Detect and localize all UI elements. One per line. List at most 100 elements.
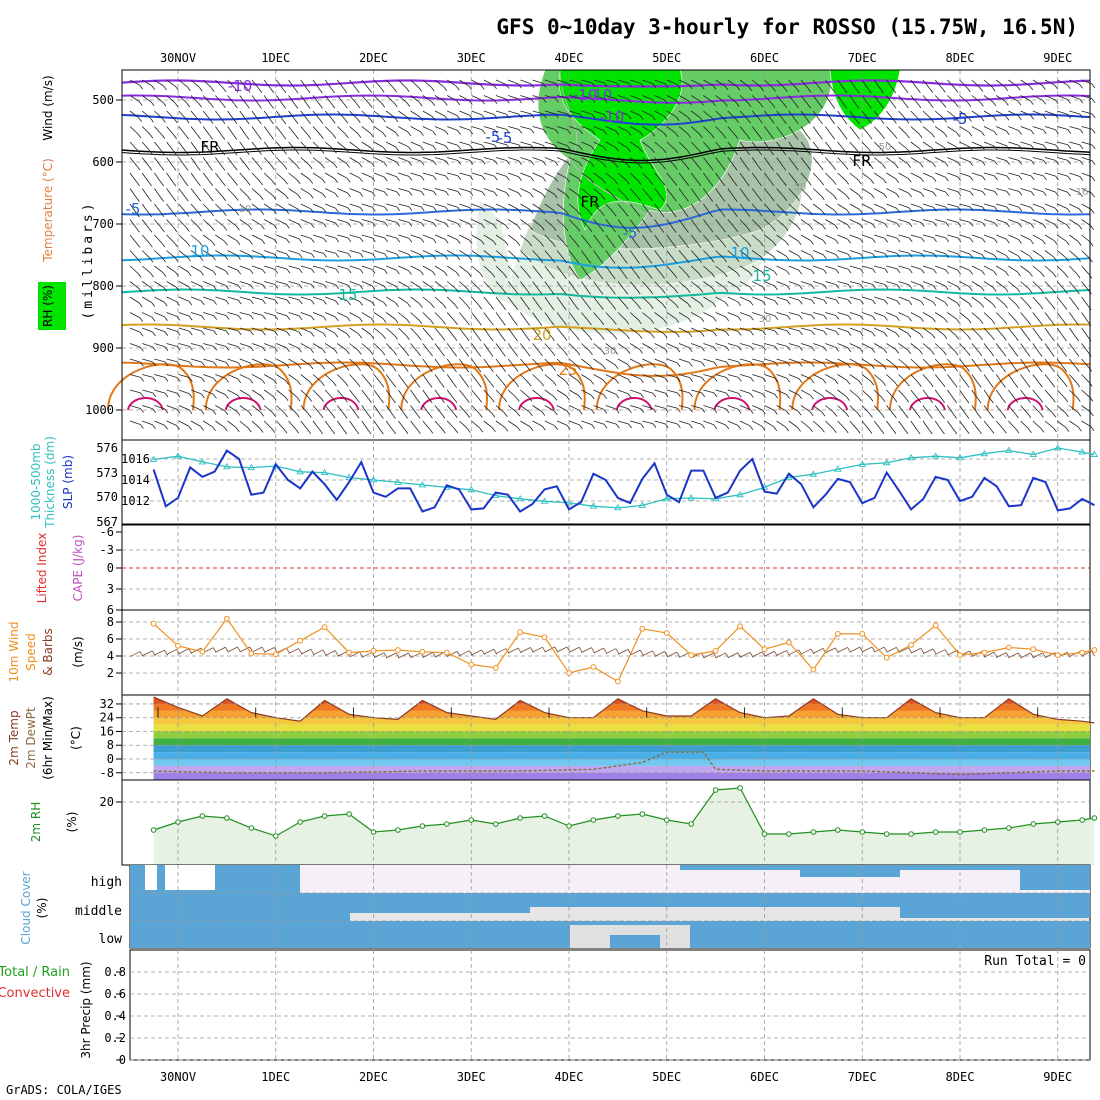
thickness-point — [711, 494, 720, 502]
ylabel-temp2m-unit: (°C) — [69, 726, 83, 750]
thickness-yticks: 576 573 570 567 — [96, 441, 118, 529]
thickness-point — [320, 468, 329, 476]
ytick-label: 8 — [107, 615, 114, 629]
temp2m-series — [153, 696, 1095, 724]
contour-label: -5 — [953, 110, 968, 128]
chart-title: GFS 0~10day 3-hourly for ROSSO (15.75W, … — [496, 15, 1078, 39]
wind-speed-point — [1091, 647, 1098, 653]
wind10m-barbs — [129, 646, 1095, 659]
ytick-label: 500 — [92, 93, 114, 107]
ytick-label: 800 — [92, 279, 114, 293]
thickness-point — [174, 452, 182, 459]
contour-label: 30 — [759, 314, 772, 325]
ylabel-cloud: Cloud Cover — [19, 871, 33, 944]
top-date-labels: 30NOV 1DEC 2DEC 3DEC 4DEC 5DEC 6DEC 7DEC 8DEC 9DE… — [160, 51, 1072, 65]
date-label-bottom: 4DEC — [555, 1070, 584, 1084]
contour-label: -5 — [126, 200, 141, 218]
ytick-label: 600 — [92, 155, 114, 169]
wind-speed-point — [199, 648, 206, 655]
wind-speed-point — [175, 642, 181, 649]
rh2m-point — [224, 815, 230, 821]
contour-label: FR — [852, 152, 871, 170]
footer-credit: GrADS: COLA/IGES — [6, 1083, 122, 1097]
ylabel-wind: Wind (m/s) — [41, 75, 55, 140]
wind-speed-point — [1006, 644, 1012, 651]
wind10m-panel: 8 6 4 2 10m Wind Speed & Barbs (m/s) — [7, 609, 1098, 696]
li-gridlines — [122, 525, 1090, 610]
thickness-point — [736, 490, 744, 498]
rh2m-point — [1030, 821, 1037, 827]
contour-label: -5 — [498, 129, 513, 147]
rh-gridlines — [122, 780, 1090, 865]
ylabel-wind10m-3: & Barbs — [41, 628, 55, 676]
rh2m-point — [664, 817, 670, 823]
contour-label: FR — [200, 138, 219, 156]
thickness-point — [882, 458, 891, 466]
ytick-label: 0 — [107, 752, 114, 766]
thickness-point — [614, 503, 622, 511]
wind-speed-point — [639, 625, 646, 632]
ylabel-lifted-index: Lifted Index — [35, 533, 49, 604]
rh2m-point — [419, 823, 426, 829]
ylabel-thickness: Thickness (dm) — [43, 436, 57, 529]
contour-label: -10 — [588, 86, 613, 104]
thickness-point — [1029, 450, 1038, 458]
rh-legend-swatch — [38, 282, 66, 330]
slp-thickness-panel: 576 573 570 567 1016 1014 1012 1000-500mb Thi… — [29, 436, 1099, 529]
ylabel-cloud-unit: (%) — [35, 898, 49, 919]
thickness-point — [809, 470, 818, 477]
ytick-label: 32 — [100, 697, 114, 711]
ylabel-millibars: (millibars) — [81, 200, 96, 319]
rh2m-series — [153, 787, 1095, 837]
thickness-point — [394, 478, 402, 485]
cloud-level-high: high — [91, 875, 122, 890]
wind-speed-point — [663, 630, 670, 636]
thickness-point — [418, 481, 427, 488]
ylabel-temp2m-2: 2m DewPt — [24, 707, 38, 769]
ylabel-wind10m-1: 10m Wind — [7, 622, 21, 683]
wind-speed-point — [1030, 646, 1037, 653]
thickness-point — [589, 502, 598, 509]
wind-speed-point — [468, 661, 475, 668]
thickness-tick: 567 — [96, 515, 118, 529]
wind-speed-point — [932, 622, 939, 629]
wind-speed-point — [541, 634, 548, 641]
ytick-label: 0.6 — [104, 987, 126, 1001]
cloud-level-low: low — [99, 932, 123, 947]
thickness-point — [247, 463, 256, 471]
date-label-top: 3DEC — [457, 51, 486, 65]
ytick-label: 3 — [107, 582, 114, 596]
ytick-label: -6 — [100, 525, 114, 539]
rh-yticks: 20 — [100, 795, 122, 809]
rh2m-point — [639, 811, 646, 817]
rh2m-point — [346, 811, 352, 817]
contour-label: 15 — [752, 267, 771, 285]
run-total: Run Total = 0 — [984, 954, 1086, 969]
rh2m-point — [248, 825, 255, 831]
wind-speed-point — [859, 631, 866, 637]
wind-speed-point — [908, 642, 914, 648]
wind-speed-point — [492, 665, 499, 671]
date-label-top: 4DEC — [555, 51, 584, 65]
ylabel-temperature: Temperature (°C) — [41, 158, 55, 263]
wind-speed-markers — [150, 615, 1098, 685]
date-label-top: 9DEC — [1043, 51, 1072, 65]
rh2m-markers — [150, 785, 1098, 839]
rh2m-point — [273, 833, 279, 839]
rh2m-point — [712, 787, 719, 793]
contour-label: -10 — [228, 77, 253, 95]
ylabel-precip-1: Total / Rain — [0, 965, 70, 980]
ytick-label: -8 — [100, 766, 114, 780]
rh2m-point — [590, 817, 597, 823]
date-label-top: 6DEC — [750, 51, 779, 65]
contour-label: -10 — [600, 108, 625, 126]
date-label-top: 2DEC — [359, 51, 388, 65]
ylabel-thickness2: 1000-500mb — [29, 443, 43, 520]
ylabel-wind10m-2: Speed — [24, 633, 38, 671]
contour-label: 50 — [794, 182, 807, 193]
contour-label: 20 — [532, 326, 551, 344]
wind-speed-point — [224, 615, 230, 622]
ylabel-slp: SLP (mb) — [61, 455, 75, 509]
rh2m-point — [370, 829, 377, 835]
